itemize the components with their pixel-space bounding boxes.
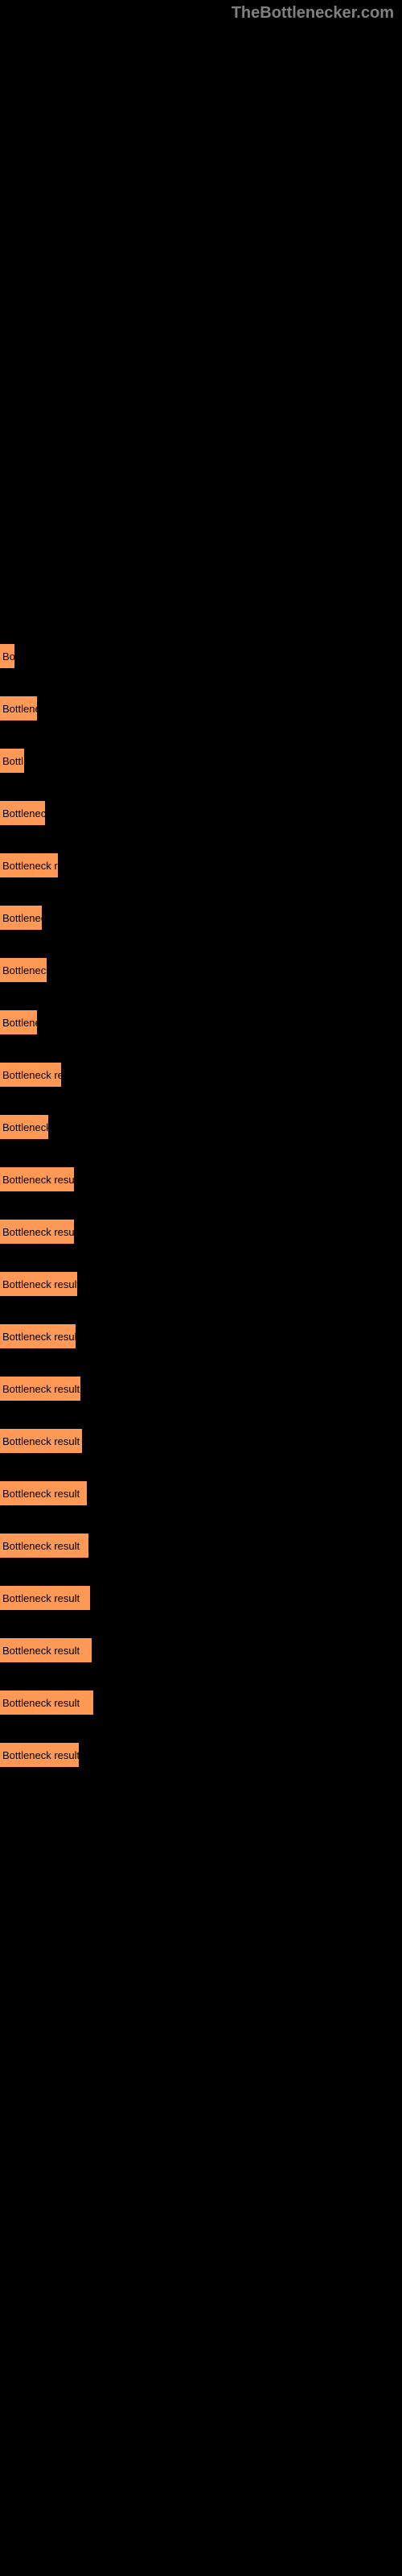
bar-row: Bottleneck result (0, 1586, 402, 1610)
bar: Bottleneck result (0, 1481, 87, 1505)
bar: Bo (0, 644, 14, 668)
bar-row: Bottleneck result (0, 1220, 402, 1244)
bar-row: Bottleneck result (0, 1167, 402, 1191)
bar-row: Bottleneck result (0, 1324, 402, 1348)
bar: Bottleneck result (0, 1743, 79, 1767)
bar-row: Bottleneck result (0, 1481, 402, 1505)
bar-row: Bottleneck (0, 801, 402, 825)
bar-row: Bottleneck (0, 958, 402, 982)
bar-row: Bottleneck result (0, 1272, 402, 1296)
bar: Bottleneck result (0, 1220, 74, 1244)
bar-row: Bottleneck result (0, 1429, 402, 1453)
bar-row: Bottleneck result (0, 1690, 402, 1715)
bar-chart: Bo Bottlene Bottl Bottleneck Bottleneck re Bo… (0, 0, 402, 1767)
bar: Bottleneck result (0, 1534, 88, 1558)
bar-row: Bottlene (0, 696, 402, 720)
bar-row: Bottleneck result (0, 1638, 402, 1662)
bar: Bottleneck result (0, 1638, 92, 1662)
bar: Bottleneck result (0, 1690, 93, 1715)
bar: Bottleneck result (0, 1429, 82, 1453)
bar: Bottleneck re (0, 853, 58, 877)
bar-row: Bottleneck result (0, 1743, 402, 1767)
bar: Bottleneck (0, 801, 45, 825)
bar: Bottlenec (0, 906, 42, 930)
bar-row: Bo (0, 644, 402, 668)
bar: Bottleneck (0, 958, 47, 982)
bar-row: Bottlene (0, 1010, 402, 1034)
bar: Bottlene (0, 1010, 37, 1034)
bar: Bottleneck res (0, 1063, 61, 1087)
bar-row: Bottleneck result (0, 1534, 402, 1558)
bar: Bottleneck result (0, 1167, 74, 1191)
bar-row: Bottleneck re (0, 853, 402, 877)
bar-row: Bottlenec (0, 906, 402, 930)
bar: Bottleneck result (0, 1377, 80, 1401)
bar: Bottleneck result (0, 1272, 77, 1296)
bar-row: Bottleneck res (0, 1063, 402, 1087)
bar-row: Bottl (0, 749, 402, 773)
bar: Bottleneck result (0, 1324, 76, 1348)
bar: Bottl (0, 749, 24, 773)
bar: Bottlene (0, 696, 37, 720)
watermark-text: TheBottlenecker.com (232, 4, 394, 23)
bar: Bottleneck (0, 1115, 48, 1139)
bar-row: Bottleneck result (0, 1377, 402, 1401)
bar-row: Bottleneck (0, 1115, 402, 1139)
bar: Bottleneck result (0, 1586, 90, 1610)
